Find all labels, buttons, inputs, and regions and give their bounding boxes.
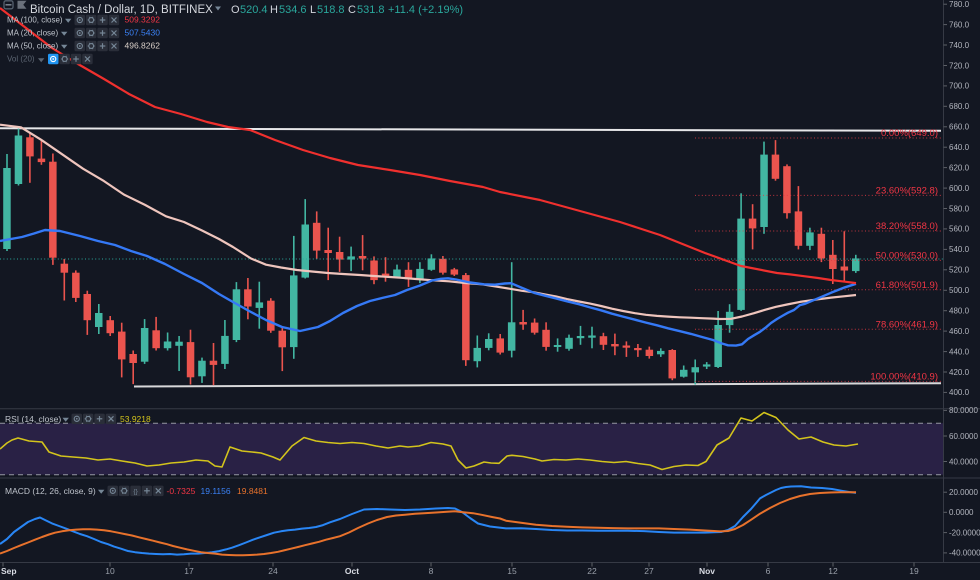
svg-text:22: 22 [587,566,597,576]
svg-text:10: 10 [105,566,115,576]
svg-text:496.8262: 496.8262 [125,41,161,51]
svg-text:Sep: Sep [1,566,17,576]
svg-text:17: 17 [184,566,194,576]
svg-text:420.0: 420.0 [949,368,970,377]
svg-text:480.0: 480.0 [949,307,970,316]
svg-text:440.0: 440.0 [949,347,970,356]
svg-text:540.0: 540.0 [949,245,970,254]
svg-text:38.20%(558.0): 38.20%(558.0) [876,221,938,232]
svg-text:Oct: Oct [345,566,359,576]
svg-text:+11.4 (+2.19%): +11.4 (+2.19%) [388,4,463,16]
svg-text:680.0: 680.0 [949,102,970,111]
svg-text:{}: {} [133,488,138,495]
svg-text:760.0: 760.0 [949,20,970,29]
svg-text:19: 19 [909,566,919,576]
svg-text:534.6: 534.6 [279,4,307,16]
svg-text:0.0000: 0.0000 [949,508,974,517]
svg-text:MA (20, close): MA (20, close) [7,29,58,38]
svg-text:620.0: 620.0 [949,163,970,172]
svg-text:Vol (20): Vol (20) [7,55,35,64]
svg-text:50.00%(530.0): 50.00%(530.0) [876,251,938,262]
svg-text:720.0: 720.0 [949,61,970,70]
svg-text:O: O [231,4,240,16]
svg-text:520.0: 520.0 [949,266,970,275]
svg-text:15: 15 [507,566,517,576]
svg-text:780.0: 780.0 [949,0,970,9]
svg-text:-20.0000: -20.0000 [949,528,980,537]
svg-text:53.9218: 53.9218 [120,414,151,424]
svg-text:600.0: 600.0 [949,184,970,193]
svg-text:MACD (12, 26, close, 9): MACD (12, 26, close, 9) [5,486,96,496]
svg-text:560.0: 560.0 [949,225,970,234]
svg-text:580.0: 580.0 [949,204,970,213]
svg-text:500.0: 500.0 [949,286,970,295]
svg-text:19.8481: 19.8481 [237,486,268,496]
svg-text:24: 24 [268,566,278,576]
svg-text:MA (100, close): MA (100, close) [7,16,63,25]
svg-text:8: 8 [429,566,434,576]
svg-text:61.80%(501.9): 61.80%(501.9) [876,280,938,291]
svg-text:78.60%(461.9): 78.60%(461.9) [876,319,938,330]
svg-text:Nov: Nov [699,566,715,576]
svg-text:23.60%(592.8): 23.60%(592.8) [876,186,938,197]
svg-text:507.5430: 507.5430 [125,28,161,38]
svg-text:509.3292: 509.3292 [125,15,161,25]
svg-text:740.0: 740.0 [949,41,970,50]
svg-text:520.4: 520.4 [240,4,268,16]
svg-text:40.0000: 40.0000 [949,457,978,466]
svg-text:700.0: 700.0 [949,82,970,91]
svg-text:640.0: 640.0 [949,143,970,152]
svg-text:L: L [310,4,316,16]
svg-text:20.0000: 20.0000 [949,488,978,497]
svg-text:100.00%(410.9): 100.00%(410.9) [870,372,938,383]
svg-text:27: 27 [644,566,654,576]
svg-text:RSI (14, close): RSI (14, close) [5,414,61,424]
svg-text:460.0: 460.0 [949,327,970,336]
svg-text:0.00%(649.0): 0.00%(649.0) [881,128,938,139]
svg-text:Bitcoin Cash / Dollar, 1D, BIT: Bitcoin Cash / Dollar, 1D, BITFINEX [30,4,213,16]
svg-text:6: 6 [766,566,771,576]
svg-text:60.0000: 60.0000 [949,432,978,441]
svg-text:MA (50, close): MA (50, close) [7,42,58,51]
svg-text:518.8: 518.8 [317,4,345,16]
svg-text:12: 12 [828,566,838,576]
svg-text:660.0: 660.0 [949,123,970,132]
svg-text:80.0000: 80.0000 [949,406,978,415]
svg-text:C: C [348,4,356,16]
svg-text:400.0: 400.0 [949,388,970,397]
svg-text:-0.7325: -0.7325 [167,486,196,496]
svg-text:-40.0000: -40.0000 [949,549,980,558]
svg-text:H: H [270,4,278,16]
svg-text:531.8: 531.8 [357,4,385,16]
svg-text:19.1156: 19.1156 [201,486,231,496]
